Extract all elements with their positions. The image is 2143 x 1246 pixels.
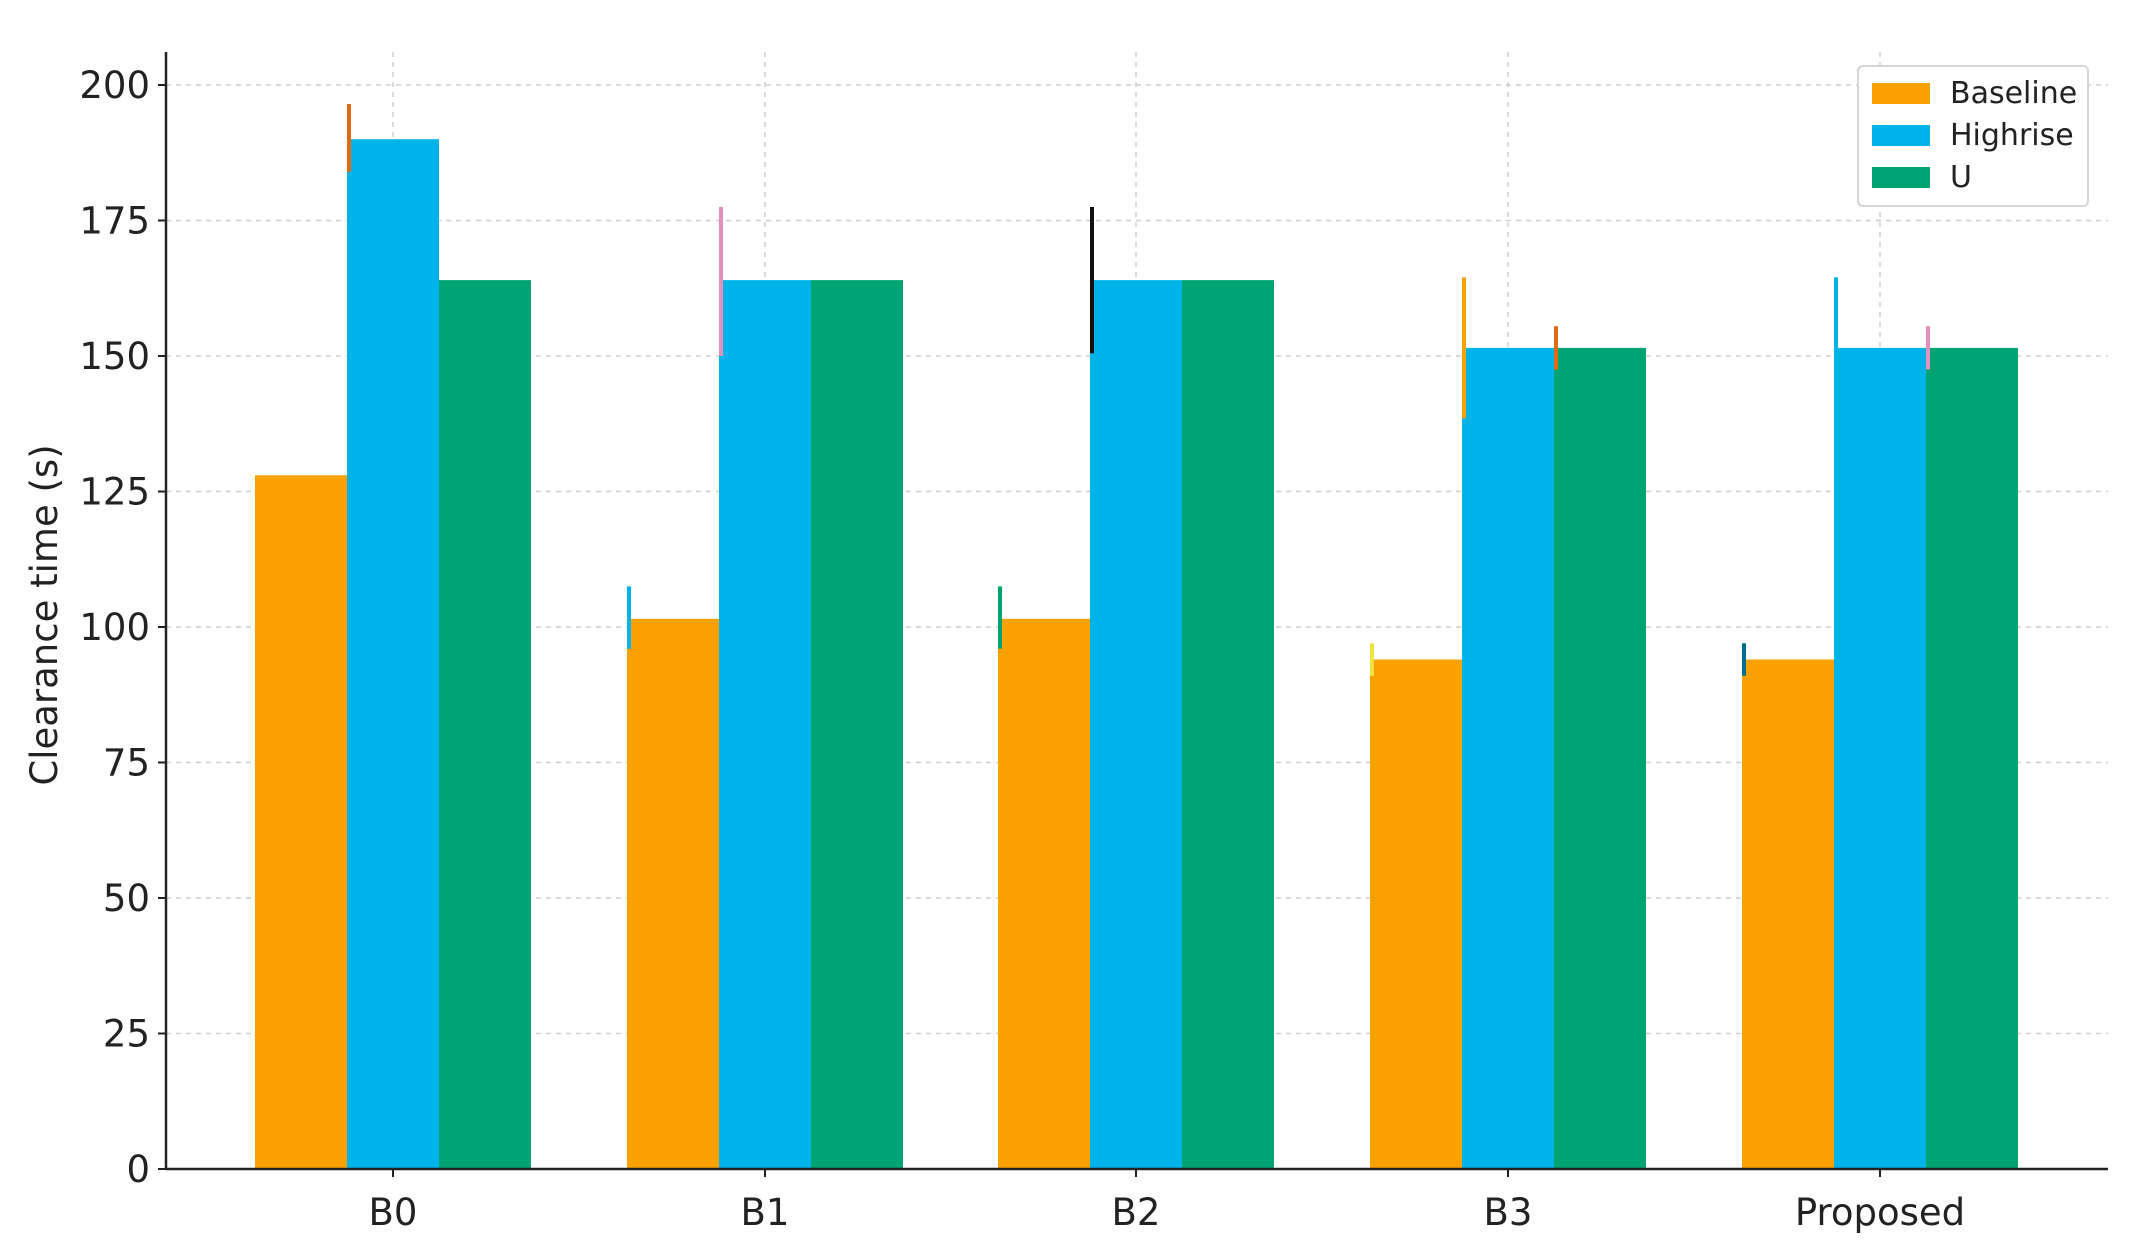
bar-u-b3 xyxy=(1554,347,1646,1169)
legend-swatch-baseline xyxy=(1872,83,1930,104)
bar-u-proposed xyxy=(1926,347,2018,1169)
legend-label-highrise: Highrise xyxy=(1950,118,2074,153)
bar-baseline-b3 xyxy=(1370,659,1462,1169)
bar-highrise-b0 xyxy=(347,139,439,1170)
y-tick-label: 0 xyxy=(126,1148,150,1191)
bar-baseline-proposed xyxy=(1742,659,1834,1169)
y-tick-label: 75 xyxy=(103,742,150,785)
x-tick-label: B3 xyxy=(1484,1191,1533,1234)
x-tick-label: B1 xyxy=(741,1191,790,1234)
legend-label-baseline: Baseline xyxy=(1950,76,2077,111)
bar-highrise-proposed xyxy=(1834,347,1926,1169)
bar-highrise-b2 xyxy=(1090,280,1182,1169)
bars-layer xyxy=(255,139,2018,1170)
legend-swatch-u xyxy=(1872,167,1930,188)
x-tick-label: Proposed xyxy=(1795,1191,1965,1234)
x-tick-label: B2 xyxy=(1112,1191,1161,1234)
x-tick-label: B0 xyxy=(369,1191,418,1234)
error-bars-layer xyxy=(347,103,1930,676)
axes-layer: 0 25 50 75 100 125 150 175 200 B0 B1 B2 B3 Proposed xyxy=(79,52,2108,1234)
y-axis-label: Clearance time (s) xyxy=(23,444,66,785)
y-tick-label: 125 xyxy=(79,471,150,514)
y-tick-label: 100 xyxy=(79,606,150,649)
bar-highrise-b3 xyxy=(1462,347,1554,1169)
legend: Baseline Highrise U xyxy=(1857,65,2089,207)
bar-u-b2 xyxy=(1182,280,1274,1169)
bar-u-b1 xyxy=(811,280,903,1169)
y-tick-label: 25 xyxy=(103,1013,150,1056)
bar-baseline-b1 xyxy=(627,618,719,1169)
y-tick-label: 150 xyxy=(79,335,150,378)
bar-baseline-b0 xyxy=(255,475,347,1169)
y-tick-label: 50 xyxy=(103,877,150,920)
y-tick-label: 175 xyxy=(79,200,150,243)
legend-swatch-highrise xyxy=(1872,125,1930,146)
bar-baseline-b2 xyxy=(998,618,1090,1169)
legend-label-u: U xyxy=(1950,160,1972,195)
bar-u-b0 xyxy=(439,280,531,1169)
y-tick-label: 200 xyxy=(79,64,150,107)
bar-highrise-b1 xyxy=(719,280,811,1169)
